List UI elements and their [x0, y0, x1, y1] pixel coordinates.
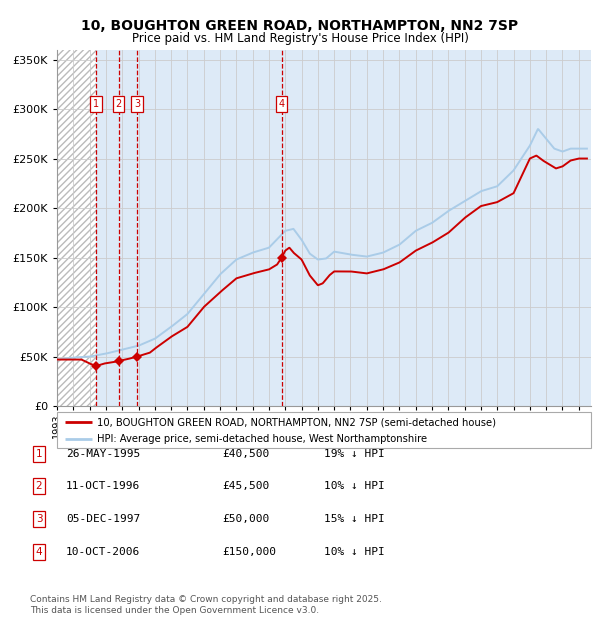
Text: 4: 4 — [278, 99, 285, 109]
Text: 11-OCT-1996: 11-OCT-1996 — [66, 481, 140, 491]
Text: 1: 1 — [93, 99, 99, 109]
Text: £40,500: £40,500 — [222, 449, 269, 459]
Text: 1: 1 — [35, 449, 43, 459]
Text: £50,000: £50,000 — [222, 514, 269, 524]
Text: 10, BOUGHTON GREEN ROAD, NORTHAMPTON, NN2 7SP (semi-detached house): 10, BOUGHTON GREEN ROAD, NORTHAMPTON, NN… — [97, 417, 496, 427]
Text: 05-DEC-1997: 05-DEC-1997 — [66, 514, 140, 524]
Text: Contains HM Land Registry data © Crown copyright and database right 2025.: Contains HM Land Registry data © Crown c… — [30, 595, 382, 604]
Text: 15% ↓ HPI: 15% ↓ HPI — [324, 514, 385, 524]
Text: 26-MAY-1995: 26-MAY-1995 — [66, 449, 140, 459]
Text: £150,000: £150,000 — [222, 547, 276, 557]
Text: 3: 3 — [134, 99, 140, 109]
Text: £45,500: £45,500 — [222, 481, 269, 491]
Text: 2: 2 — [116, 99, 122, 109]
FancyBboxPatch shape — [57, 412, 591, 448]
Text: 10-OCT-2006: 10-OCT-2006 — [66, 547, 140, 557]
Text: HPI: Average price, semi-detached house, West Northamptonshire: HPI: Average price, semi-detached house,… — [97, 434, 427, 444]
Text: 19% ↓ HPI: 19% ↓ HPI — [324, 449, 385, 459]
Text: 10% ↓ HPI: 10% ↓ HPI — [324, 481, 385, 491]
Text: 10, BOUGHTON GREEN ROAD, NORTHAMPTON, NN2 7SP: 10, BOUGHTON GREEN ROAD, NORTHAMPTON, NN… — [82, 19, 518, 33]
Text: 3: 3 — [35, 514, 43, 524]
Text: 4: 4 — [35, 547, 43, 557]
Text: This data is licensed under the Open Government Licence v3.0.: This data is licensed under the Open Gov… — [30, 606, 319, 616]
Text: Price paid vs. HM Land Registry's House Price Index (HPI): Price paid vs. HM Land Registry's House … — [131, 32, 469, 45]
Text: 10% ↓ HPI: 10% ↓ HPI — [324, 547, 385, 557]
Text: 2: 2 — [35, 481, 43, 491]
Bar — [57, 50, 96, 406]
